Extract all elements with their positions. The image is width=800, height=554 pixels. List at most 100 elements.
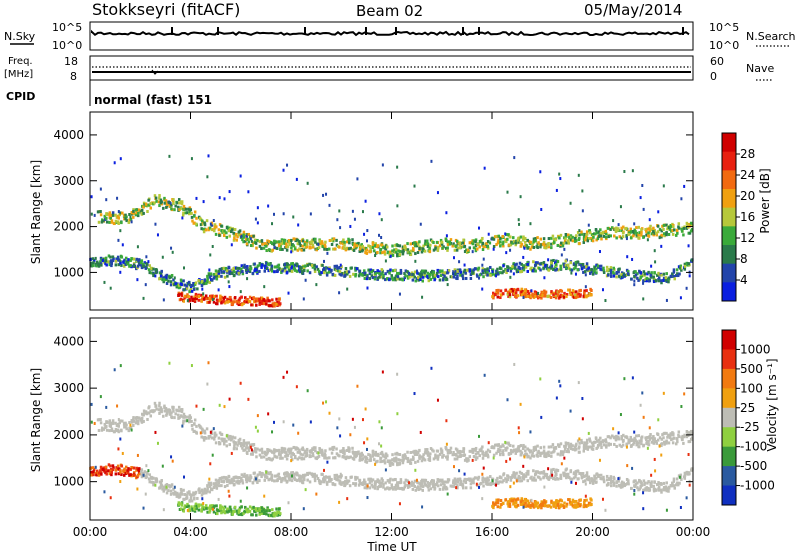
power-cell [474, 249, 478, 253]
velocity-cell [117, 430, 120, 434]
power-cell [510, 289, 513, 293]
power-cell [620, 226, 623, 230]
velocity-cell [142, 471, 145, 475]
power-cell [669, 274, 673, 278]
power-cell [170, 273, 174, 277]
power-cell [569, 238, 573, 242]
velocity-cell [519, 479, 522, 483]
power-cell [424, 269, 428, 273]
velocity-cell [383, 455, 387, 459]
power-cell [609, 227, 612, 231]
velocity-cell [639, 484, 642, 488]
power-cell [545, 264, 549, 268]
velocity-cell [638, 487, 642, 491]
velocity-cell [333, 476, 337, 480]
power-cell [376, 244, 379, 248]
velocity-cell [518, 470, 522, 474]
power-cell [281, 269, 284, 273]
velocity-cell [227, 509, 231, 513]
power-cell [642, 235, 645, 239]
velocity-cell [232, 447, 236, 451]
power-cell [525, 294, 528, 298]
velocity-cell [411, 450, 415, 454]
power-cell [442, 276, 445, 280]
velocity-cell [446, 480, 449, 484]
power-cell [328, 203, 331, 207]
velocity-cell [662, 436, 665, 440]
power-cell [296, 242, 300, 246]
power-cell [536, 236, 539, 240]
velocity-cell [468, 478, 472, 482]
power-cell [119, 260, 122, 264]
power-cell [287, 291, 290, 295]
power-cell [346, 240, 349, 244]
power-cell [589, 231, 592, 235]
velocity-cell [442, 486, 445, 490]
velocity-cell [388, 480, 391, 484]
velocity-cell [254, 450, 258, 454]
power-cell [419, 275, 423, 279]
power-cell [379, 251, 382, 255]
power-cell [311, 243, 315, 247]
velocity-cell [394, 487, 397, 491]
velocity-cell [399, 480, 403, 484]
velocity-cell [648, 488, 651, 492]
velocity-cell [394, 459, 398, 463]
power-cell [685, 226, 689, 230]
power-cell [408, 275, 411, 279]
power-cell [539, 268, 542, 272]
power-cell [580, 230, 583, 234]
power-cell [202, 200, 205, 204]
velocity-cell [442, 481, 445, 485]
power-cell [509, 235, 512, 239]
velocity-cell [552, 446, 556, 450]
power-cell [623, 170, 626, 174]
power-cell [605, 269, 609, 273]
power-cell [216, 302, 219, 306]
nsky-tick-low-right: 10^0 [709, 39, 739, 52]
velocity-cell [172, 409, 175, 413]
velocity-cell [476, 451, 480, 455]
velocity-cell [678, 481, 681, 485]
power-cell [625, 234, 628, 238]
velocity-cell [128, 426, 131, 430]
velocity-cell [210, 431, 214, 435]
power-cell [679, 264, 683, 268]
power-cell [564, 263, 568, 267]
velocity-cell [532, 446, 536, 450]
power-cell [638, 269, 641, 273]
velocity-cell [659, 488, 663, 492]
velocity-cell [182, 419, 185, 423]
power-cell [393, 268, 397, 272]
velocity-cell [123, 467, 126, 471]
power-cell [476, 247, 479, 251]
power-colorbar-swatch [722, 263, 736, 283]
power-cell [526, 262, 530, 266]
power-cell [546, 294, 550, 298]
power-heatmap-cells [89, 154, 694, 308]
power-cell [329, 270, 332, 274]
power-cell [99, 260, 102, 264]
power-cell [511, 241, 514, 245]
power-cell [624, 227, 627, 231]
power-cell [341, 271, 344, 275]
velocity-cell [393, 478, 397, 482]
velocity-cell [522, 443, 525, 447]
power-cell [119, 157, 122, 161]
power-cell [364, 199, 367, 203]
power-cell [190, 283, 193, 287]
power-cell [539, 245, 542, 249]
velocity-cell [245, 480, 248, 484]
power-cell [592, 235, 595, 239]
power-cell [486, 240, 490, 244]
velocity-cell [116, 464, 120, 468]
velocity-cell [182, 509, 185, 513]
power-cell [132, 209, 135, 213]
power-cell [111, 259, 115, 263]
velocity-cell [418, 482, 422, 486]
power-cell [517, 218, 520, 222]
power-cell [602, 271, 606, 275]
velocity-cell [288, 474, 292, 478]
power-cell [449, 275, 453, 279]
velocity-cell [539, 446, 543, 450]
